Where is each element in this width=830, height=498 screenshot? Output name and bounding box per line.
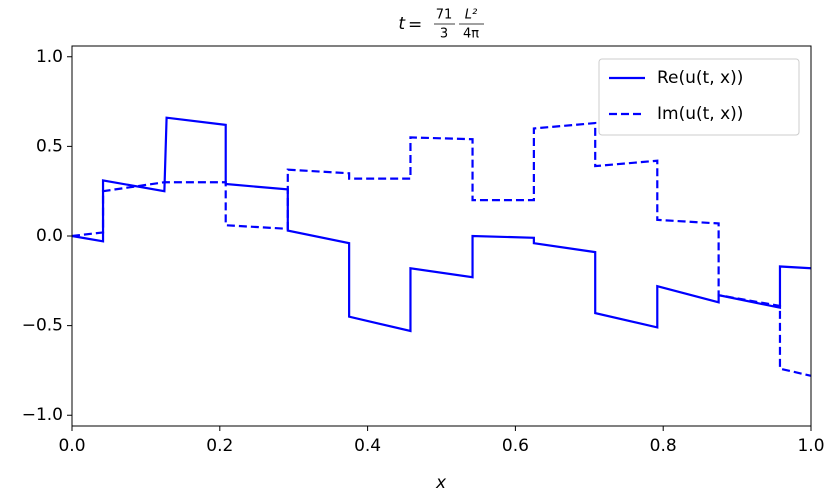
y-tick-label: −0.5 <box>22 316 63 336</box>
y-tick-label: −1.0 <box>22 405 63 425</box>
x-tick-label: 0.2 <box>206 436 233 456</box>
x-tick-label: 0.4 <box>354 436 381 456</box>
legend-box <box>598 58 800 136</box>
y-tick-label: 0.5 <box>36 136 63 156</box>
title-equals: = <box>408 15 422 35</box>
title-num1: 71 <box>436 8 453 23</box>
x-tick-label: 0.6 <box>502 436 529 456</box>
x-tick-label: 0.8 <box>650 436 677 456</box>
series-line <box>71 116 812 333</box>
series-line <box>71 121 812 377</box>
x-tick-label: 0.0 <box>58 436 85 456</box>
title-variable: t <box>398 14 406 34</box>
legend-label: Re(u(t, x)) <box>657 68 743 88</box>
x-tick-label: 1.0 <box>797 436 824 456</box>
x-axis-label: x <box>435 473 447 493</box>
title-den2: 4π <box>463 27 479 42</box>
title-num2: L² <box>465 8 477 23</box>
title-den1: 3 <box>440 27 448 42</box>
legend-label: Im(u(t, x)) <box>657 104 743 124</box>
y-tick-label: 0.0 <box>36 226 63 246</box>
y-tick-label: 1.0 <box>36 47 63 67</box>
plot-frame <box>71 45 812 427</box>
